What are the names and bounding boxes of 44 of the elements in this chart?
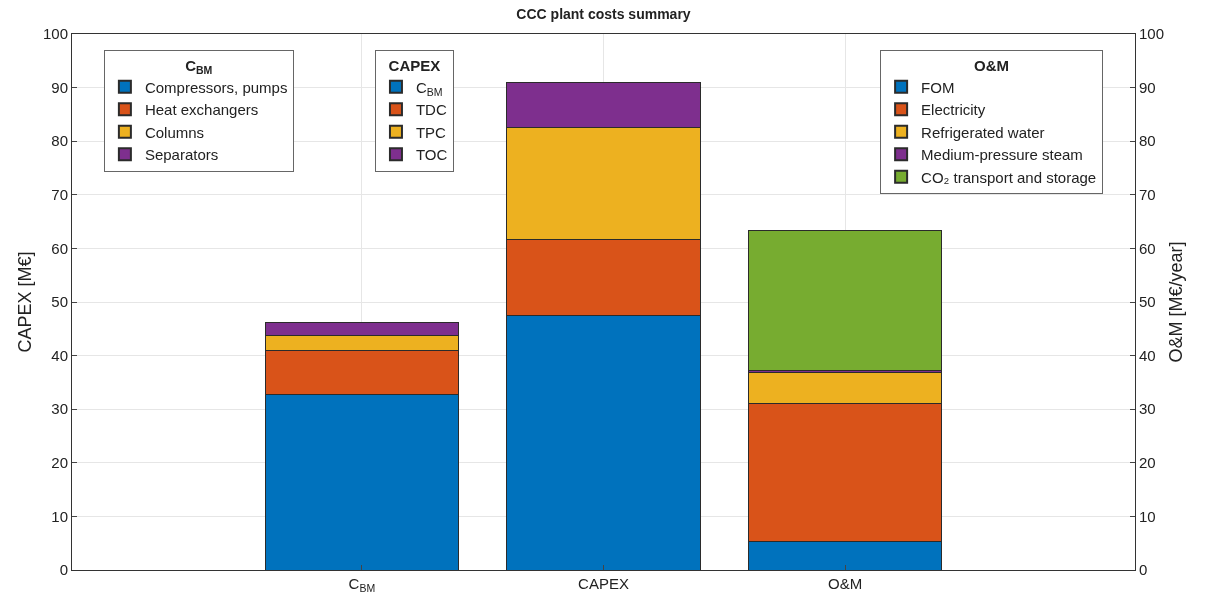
x-tick-label: C$_{BM}$: [348, 575, 376, 595]
y2-tick-label: 40: [1139, 346, 1156, 364]
x-tick-label: O&M: [828, 575, 863, 592]
legend-label: TPC: [415, 123, 447, 141]
legend-label: Compressors, pumps: [144, 78, 288, 96]
y2-tick-label: 100: [1139, 25, 1165, 43]
y-tick-label: 60: [51, 239, 68, 257]
y-tick-label: 100: [42, 25, 68, 43]
legend-label: Separators: [144, 146, 219, 164]
y-tick-label: 70: [51, 186, 68, 204]
legend-label: C$_{BM}$: [415, 78, 443, 98]
y2-tick-label: 70: [1139, 186, 1156, 204]
y2-tick-label: 60: [1139, 239, 1156, 257]
y-tick-label: 80: [51, 132, 68, 150]
y-tick-label: 90: [51, 78, 68, 96]
y2-axis-title: O&M [M€/year]: [1166, 241, 1187, 363]
legend-label: TDC: [415, 101, 447, 119]
y2-tick-label: 30: [1139, 400, 1156, 418]
chart-title: CCC plant costs summary: [516, 5, 691, 22]
x-tick-label: CAPEX: [578, 575, 629, 592]
legend-label: Refrigerated water: [921, 123, 1045, 141]
y-tick-label: 0: [59, 561, 68, 579]
text: O&M: [974, 56, 1010, 74]
y-tick-label: 20: [51, 454, 68, 472]
y-tick-label: 50: [51, 293, 68, 311]
legend-label: FOM: [921, 78, 955, 96]
y2-tick-label: 10: [1139, 507, 1156, 525]
legend-label: Heat exchangers: [144, 101, 259, 119]
y-tick-label: 30: [51, 400, 68, 418]
y2-tick-label: 50: [1139, 293, 1156, 311]
y2-tick-label: 0: [1139, 561, 1148, 579]
text: CAPEX: [388, 56, 441, 74]
y-tick-label: 10: [51, 507, 68, 525]
y-axis-title: CAPEX [M€]: [15, 251, 36, 353]
text: C$_{BM}$: [185, 56, 213, 76]
y2-tick-label: 80: [1139, 132, 1156, 150]
y2-tick-label: 90: [1139, 78, 1156, 96]
legend-label: Electricity: [921, 101, 986, 119]
legend-label: CO₂ transport and storage: [921, 168, 1097, 186]
y-tick-label: 40: [51, 346, 68, 364]
y2-tick-label: 20: [1139, 454, 1156, 472]
legend-label: TOC: [415, 146, 448, 164]
legend-label: Columns: [144, 123, 205, 141]
legend-label: Medium-pressure steam: [921, 146, 1083, 164]
